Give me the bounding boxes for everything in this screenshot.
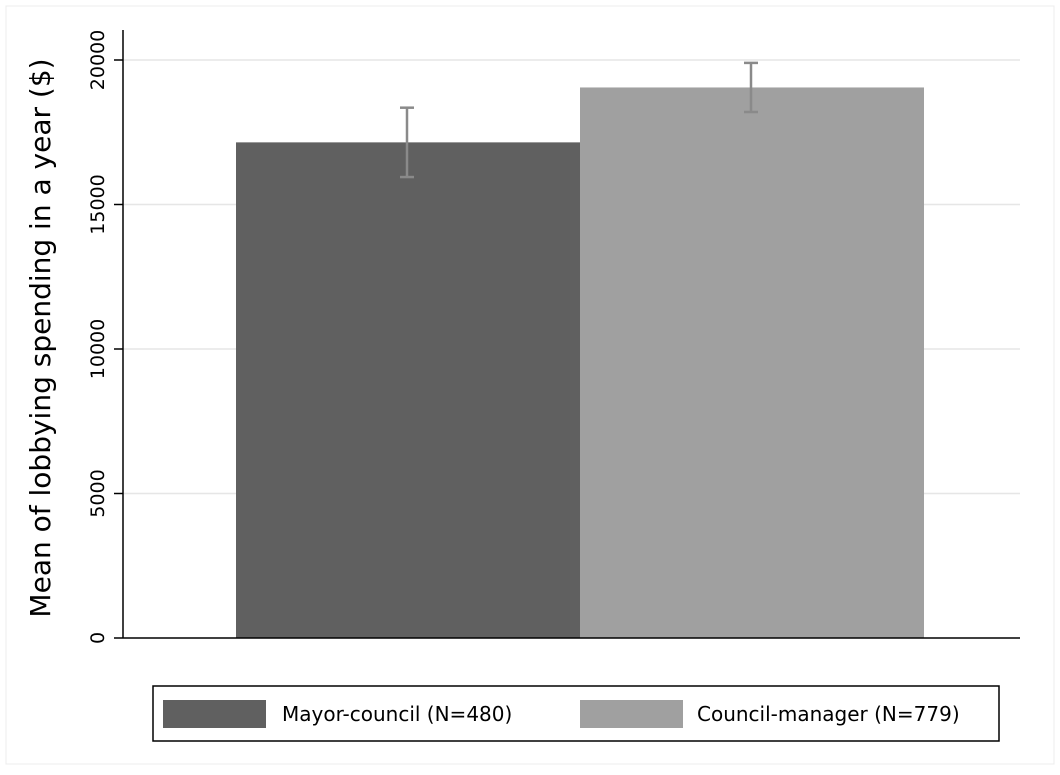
legend-box: [152, 685, 1000, 742]
legend-entry: Mayor-council (N=480): [163, 700, 512, 728]
error-bar: [744, 61, 758, 114]
legend: Mayor-council (N=480) Council-manager (N=…: [152, 685, 1000, 742]
y-tick-label: 20000: [87, 30, 109, 90]
bar: [236, 142, 580, 639]
y-tick-label: 15000: [87, 174, 109, 234]
legend-entry: Council-manager (N=779): [580, 700, 960, 728]
error-bar: [400, 106, 414, 179]
legend-swatch: [580, 700, 683, 728]
error-bars: [400, 61, 758, 179]
y-tick-label: 10000: [87, 319, 109, 379]
legend-label: Mayor-council (N=480): [282, 702, 512, 726]
y-tick-label: 5000: [87, 469, 109, 517]
bars: [236, 87, 924, 639]
legend-swatch: [163, 700, 266, 728]
bar: [580, 87, 924, 638]
legend-label: Council-manager (N=779): [697, 702, 960, 726]
y-axis-title: Mean of lobbying spending in a year ($): [24, 58, 57, 617]
y-axis: 0 5000 10000 15000 20000: [87, 30, 1020, 644]
y-tick-label: 0: [87, 632, 109, 644]
